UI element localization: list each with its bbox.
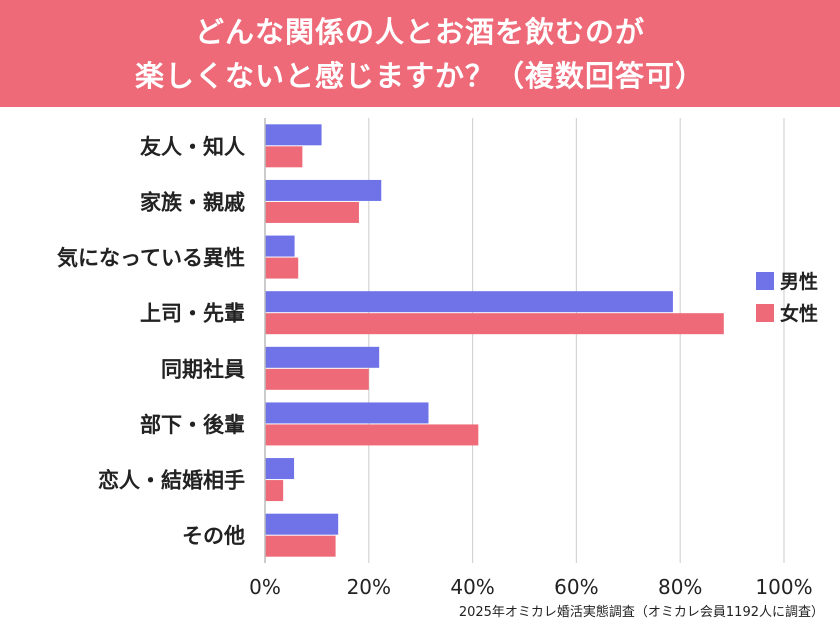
bar-female [265,313,724,335]
category-label: 気になっている異性 [57,246,245,270]
legend-swatch [756,272,774,290]
chart-title-line-1: どんな関係の人とお酒を飲むのが [194,14,645,49]
category-label: 上司・先輩 [140,302,245,326]
x-tick-label: 0% [249,575,281,599]
bar-male [265,179,382,201]
x-tick-label: 100% [755,575,812,599]
chart-title-line-2: 楽しくないと感じますか？（複数回答可） [134,58,705,93]
x-tick-label: 80% [658,575,702,599]
bar-male [265,346,380,368]
bar-male [265,458,295,480]
bar-female [265,480,284,502]
bar-male [265,513,339,535]
x-tick-label: 60% [554,575,598,599]
bar-female [265,424,479,446]
category-label: 友人・知人 [140,135,245,159]
x-tick-label: 20% [347,575,391,599]
bar-male [265,235,295,257]
legend-label: 男性 [780,270,818,293]
bar-male [265,124,322,146]
category-label: 部下・後輩 [140,413,245,437]
x-tick-label: 40% [450,575,494,599]
category-label: その他 [182,524,245,548]
category-label: 恋人・結婚相手 [98,469,245,493]
chart-title-banner: どんな関係の人とお酒を飲むのが 楽しくないと感じますか？（複数回答可） [0,0,840,107]
category-label: 同期社員 [161,357,245,381]
bar-female [265,146,303,168]
bar-male [265,291,673,313]
bar-male [265,402,429,424]
bar-female [265,535,336,557]
bar-female [265,257,299,279]
bar-female [265,368,369,390]
legend-swatch [756,304,774,322]
bar-female [265,201,359,223]
category-label: 家族・親戚 [140,190,245,214]
source-note: 2025年オミカレ婚活実態調査（オミカレ会員1192人に調査） [458,605,824,620]
legend-label: 女性 [780,302,818,325]
